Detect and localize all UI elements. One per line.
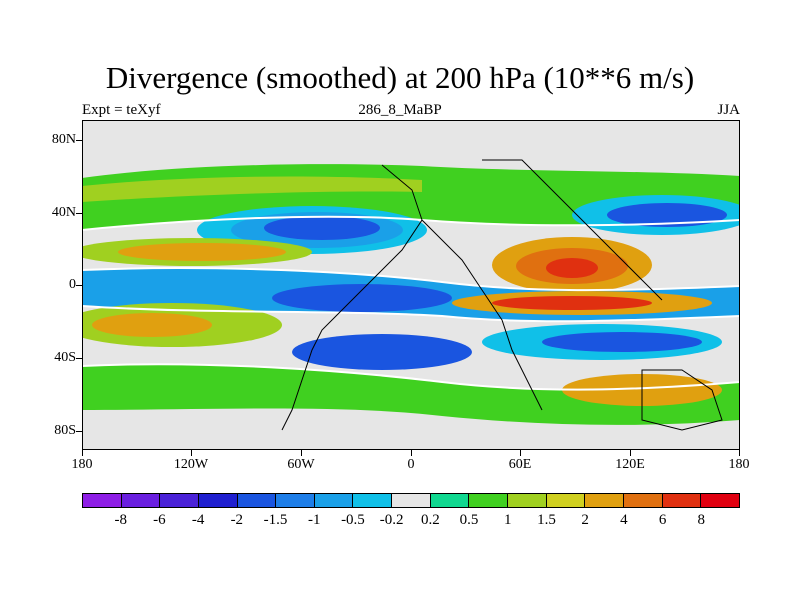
divergence-map: [82, 120, 740, 450]
colorbar-segment: [469, 494, 509, 507]
lon-label: 180: [728, 457, 750, 472]
colorbar-label: -1: [307, 512, 321, 528]
x-tick: [630, 450, 631, 456]
colorbar-label: 1.5: [537, 512, 556, 528]
colorbar-label: 8: [697, 512, 706, 528]
colorbar-segment: [430, 494, 470, 507]
colorbar-segment: [314, 494, 354, 507]
colorbar-segment: [198, 494, 238, 507]
colorbar: [82, 493, 740, 508]
colorbar-label: 6: [658, 512, 667, 528]
colorbar-segment: [392, 494, 431, 507]
run-label: 286_8_MaBP: [358, 102, 442, 118]
map-canvas: [82, 120, 740, 450]
colorbar-label: -1.5: [263, 512, 288, 528]
colorbar-label: -4: [191, 512, 205, 528]
field-blob: [546, 258, 598, 278]
y-tick: [76, 285, 82, 286]
colorbar-label: -0.2: [379, 512, 404, 528]
colorbar-label: 0.5: [459, 512, 479, 528]
lon-label: 0: [407, 457, 415, 472]
colorbar-label: 0.2: [420, 512, 440, 528]
lon-label: 60W: [287, 457, 315, 472]
field-blob: [92, 313, 212, 337]
colorbar-segment: [83, 494, 122, 507]
map-title: Divergence (smoothed) at 200 hPa (10**6 …: [105, 60, 695, 95]
x-tick: [301, 450, 302, 456]
x-tick: [411, 450, 412, 456]
colorbar-segment: [237, 494, 277, 507]
field-band-north-light: [82, 176, 422, 202]
field-blob: [607, 203, 727, 227]
divergence-field: [82, 164, 740, 425]
season-label: JJA: [717, 102, 740, 118]
colorbar-segment: [585, 494, 624, 507]
colorbar-label: -6: [153, 512, 166, 528]
lon-label: 120E: [615, 457, 645, 472]
y-tick: [76, 358, 82, 359]
colorbar-segment: [121, 494, 161, 507]
colorbar-label: -0.5: [341, 512, 365, 528]
colorbar-label: -2: [230, 512, 244, 528]
x-tick: [520, 450, 521, 456]
y-tick: [76, 213, 82, 214]
x-tick: [82, 450, 83, 456]
lon-label: 120W: [173, 457, 209, 472]
colorbar-segment: [353, 494, 393, 507]
colorbar-segment: [508, 494, 547, 507]
colorbar-label: 2: [581, 512, 589, 528]
lon-label: 60E: [508, 457, 532, 472]
lon-label: 180: [71, 457, 93, 472]
field-blob: [492, 296, 652, 310]
lat-label: 40N: [51, 205, 76, 220]
field-blob: [264, 216, 380, 240]
colorbar-segment: [662, 494, 702, 507]
y-tick: [76, 140, 82, 141]
colorbar-label: -8: [114, 512, 127, 528]
field-blob: [542, 332, 702, 352]
colorbar-segment: [701, 494, 739, 507]
lat-label: 0: [69, 277, 76, 292]
lat-label: 80N: [51, 132, 76, 147]
coastlines: [281, 159, 723, 431]
y-tick: [76, 431, 82, 432]
x-tick: [191, 450, 192, 456]
colorbar-segment: [276, 494, 315, 507]
x-tick: [739, 450, 740, 456]
colorbar-segment: [160, 494, 199, 507]
lat-label: 80S: [54, 423, 76, 438]
colorbar-segment: [623, 494, 663, 507]
colorbar-segment: [546, 494, 586, 507]
colorbar-label: 1: [504, 512, 512, 528]
field-blob: [118, 243, 286, 261]
lat-label: 40S: [54, 350, 76, 365]
field-blob: [292, 334, 472, 370]
colorbar-label: 4: [620, 512, 628, 528]
field-blob: [272, 284, 452, 312]
experiment-label: Expt = teXyf: [82, 102, 161, 118]
field-blob: [82, 364, 740, 425]
